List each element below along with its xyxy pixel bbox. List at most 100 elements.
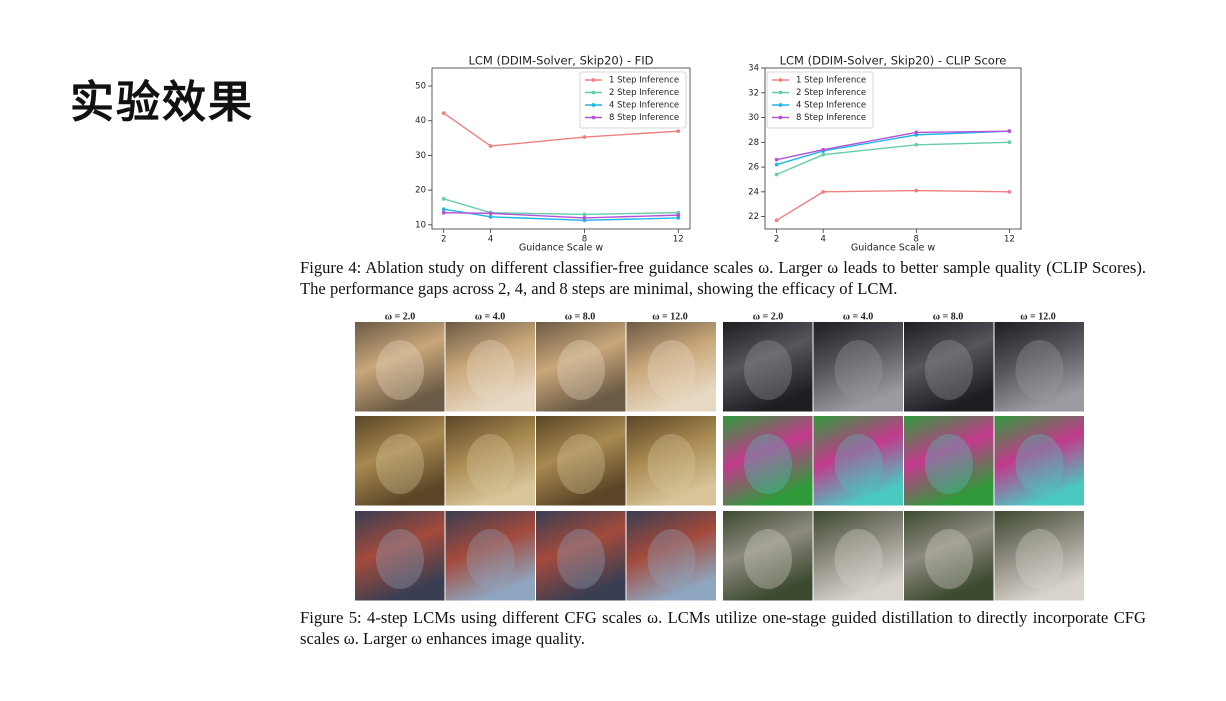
image-tile: [723, 416, 813, 506]
y-tick-label: 30: [748, 113, 759, 123]
data-point: [774, 172, 779, 177]
y-tick-label: 34: [748, 64, 759, 74]
image-subject: [834, 434, 883, 494]
data-point: [488, 214, 493, 219]
legend-label: 1 Step Inference: [796, 76, 866, 86]
image-tile: [904, 322, 994, 412]
column-label: ω = 8.0: [565, 311, 596, 322]
slide-title: 实验效果: [70, 77, 254, 128]
x-axis-label: Guidance Scale w: [851, 243, 936, 254]
data-point: [582, 135, 587, 139]
legend-label: 4 Step Inference: [796, 101, 866, 111]
image-subject: [376, 434, 424, 494]
legend-marker: [778, 115, 783, 120]
image-subject: [557, 529, 605, 589]
y-tick-label: 10: [415, 220, 426, 230]
y-tick-label: 50: [415, 82, 426, 92]
image-tile: [355, 511, 445, 601]
data-point: [821, 152, 826, 157]
image-subject: [925, 529, 973, 589]
image-tile: [813, 511, 903, 601]
image-subject: [744, 434, 792, 494]
data-point: [914, 188, 919, 193]
x-tick-label: 8: [914, 235, 919, 245]
image-tile: [445, 322, 535, 412]
legend-label: 2 Step Inference: [796, 88, 866, 98]
column-label: ω = 2.0: [385, 311, 416, 322]
image-tile: [626, 511, 716, 601]
image-tile: [626, 416, 716, 506]
data-point: [774, 157, 779, 162]
image-tile: [536, 322, 626, 412]
image-subject: [647, 434, 696, 494]
image-subject: [376, 340, 424, 400]
legend-marker: [591, 78, 596, 82]
figure-caption: Figure 4: Ablation study on different cl…: [300, 258, 1146, 298]
x-tick-label: 4: [820, 235, 825, 245]
image-tile: [904, 511, 994, 601]
legend-label: 1 Step Inference: [609, 76, 679, 86]
image-tile: [536, 511, 626, 601]
image-tile: [723, 322, 813, 412]
data-point: [676, 215, 681, 220]
plot-frame: [764, 67, 1022, 230]
y-tick-label: 24: [748, 187, 759, 197]
image-subject: [1015, 529, 1064, 589]
data-point: [441, 210, 446, 215]
legend-marker: [778, 103, 783, 107]
image-tile: [813, 416, 903, 506]
legend-marker: [591, 115, 596, 120]
series-line: [776, 130, 1010, 166]
image-subject: [557, 434, 605, 494]
image-subject: [647, 340, 696, 400]
chart-title: LCM (DDIM-Solver, Skip20) - FID: [468, 54, 653, 68]
y-tick-label: 26: [748, 163, 759, 173]
image-subject: [1015, 340, 1064, 400]
plot-frame: [431, 67, 691, 230]
x-tick-label: 2: [441, 235, 446, 245]
legend-box: [579, 71, 687, 129]
y-tick-label: 20: [415, 186, 426, 196]
image-tile: [355, 416, 445, 506]
figure-caption: Figure 5: 4-step LCMs using different CF…: [300, 608, 1146, 648]
image-subject: [647, 529, 696, 589]
legend-label: 2 Step Inference: [609, 88, 679, 98]
data-point: [582, 212, 587, 217]
image-tile: [994, 511, 1084, 601]
legend-box: [766, 71, 874, 129]
image-subject: [1015, 434, 1064, 494]
series-line: [443, 112, 679, 147]
data-point: [441, 207, 446, 212]
column-label: ω = 12.0: [1020, 311, 1056, 322]
data-point: [821, 189, 826, 194]
legend-label: 8 Step Inference: [609, 113, 679, 123]
x-tick-label: 2: [774, 235, 779, 245]
image-tile: [355, 322, 445, 412]
column-label: ω = 8.0: [933, 311, 964, 322]
data-point: [1007, 189, 1012, 194]
data-point: [1007, 129, 1012, 134]
data-point: [914, 130, 919, 135]
data-point: [914, 142, 919, 147]
legend-label: 8 Step Inference: [796, 113, 866, 123]
data-point: [488, 211, 493, 216]
series-line: [443, 198, 679, 216]
image-subject: [925, 434, 973, 494]
image-subject: [466, 529, 515, 589]
image-subject: [466, 434, 515, 494]
series-line: [776, 130, 1010, 161]
legend-marker: [591, 103, 596, 107]
legend-marker: [778, 90, 783, 95]
x-tick-label: 12: [673, 235, 684, 245]
image-tile: [813, 322, 903, 412]
series-line: [443, 211, 679, 219]
data-point: [676, 129, 681, 134]
data-point: [582, 215, 587, 220]
image-subject: [834, 340, 883, 400]
image-subject: [557, 340, 605, 400]
data-point: [774, 162, 779, 167]
series-line: [776, 189, 1010, 221]
image-subject: [376, 529, 424, 589]
